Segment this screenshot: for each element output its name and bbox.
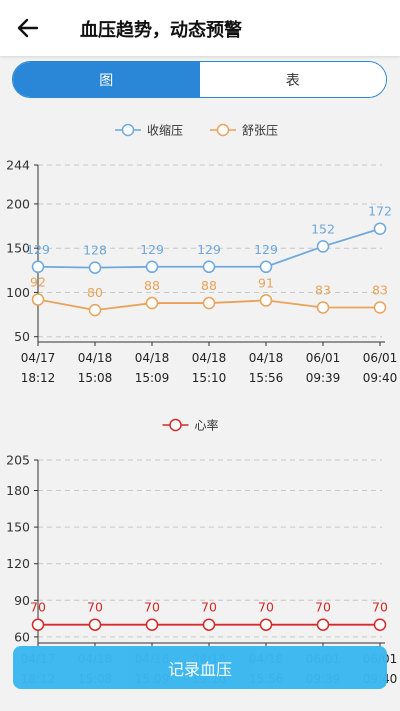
data-label: 83 [372, 282, 388, 297]
data-label: 129 [254, 242, 278, 257]
data-label: 88 [201, 278, 217, 293]
blood-pressure-chart: 收缩压 舒张压 50 100 150 200 244 04/17 18:12 04/18 15:08… [6, 123, 398, 386]
data-point [373, 222, 387, 235]
back-button[interactable] [10, 10, 46, 46]
x-tick-date: 06/01 [363, 351, 398, 365]
x-tick-time: 18:12 [21, 371, 56, 385]
legend-marker [121, 123, 135, 137]
data-point [373, 301, 387, 314]
legend-label: 收缩压 [147, 123, 183, 138]
data-point [88, 618, 102, 631]
tab-chart[interactable]: 图 [13, 62, 200, 97]
data-point [316, 240, 330, 253]
data-point [31, 293, 45, 306]
record-blood-pressure-button[interactable]: 记录血压 [13, 646, 387, 689]
y-tick-label: 150 [6, 241, 30, 256]
x-tick-time: 09:40 [363, 371, 398, 385]
x-tick-date: 04/17 [21, 351, 56, 365]
data-point [145, 296, 159, 310]
data-label: 83 [315, 282, 331, 297]
data-label: 70 [87, 600, 103, 615]
data-point [88, 303, 102, 317]
data-label: 80 [87, 285, 103, 300]
x-tick-time: 15:10 [192, 371, 227, 385]
data-label: 129 [140, 242, 164, 257]
data-label: 128 [83, 243, 107, 258]
data-label: 92 [30, 275, 46, 290]
data-point [373, 618, 387, 631]
data-point [259, 260, 273, 274]
y-tick-label: 50 [14, 329, 30, 344]
x-tick-time: 09:39 [306, 371, 341, 385]
data-label: 91 [258, 275, 274, 290]
data-label: 129 [197, 242, 221, 257]
data-point [31, 618, 45, 631]
x-tick-time: 15:09 [135, 371, 170, 385]
y-tick-label: 120 [6, 556, 30, 571]
app-bar: 血压趋势，动态预警 [0, 0, 400, 56]
y-tick-label: 200 [6, 196, 30, 211]
page-title: 血压趋势，动态预警 [80, 20, 242, 41]
x-tick-date: 04/18 [135, 351, 170, 365]
data-point [202, 260, 216, 274]
data-label: 70 [30, 600, 46, 615]
legend-label: 心率 [195, 418, 219, 433]
data-point [31, 260, 45, 274]
data-point [259, 618, 273, 631]
data-point [145, 618, 159, 631]
x-tick-date: 04/18 [192, 351, 227, 365]
data-point [316, 301, 330, 314]
x-tick-date: 04/18 [249, 351, 284, 365]
y-tick-label: 180 [6, 483, 30, 498]
data-label: 70 [258, 600, 274, 615]
y-tick-label: 90 [14, 593, 30, 608]
legend-label: 舒张压 [242, 124, 278, 138]
data-label: 70 [144, 600, 160, 615]
y-tick-label: 100 [6, 285, 30, 300]
data-label: 172 [368, 204, 392, 219]
data-label: 70 [315, 600, 331, 615]
tab-table[interactable]: 表 [199, 62, 386, 97]
legend-marker [216, 123, 230, 137]
data-label: 70 [372, 600, 388, 615]
data-label: 88 [144, 278, 160, 293]
data-label: 70 [201, 600, 217, 615]
y-tick-label: 60 [14, 629, 30, 644]
data-point [259, 294, 273, 307]
y-tick-label: 244 [6, 158, 30, 173]
data-point [145, 260, 159, 274]
data-point [202, 296, 216, 310]
x-tick-date: 04/18 [78, 351, 113, 365]
x-tick-date: 06/01 [306, 351, 341, 365]
data-label: 152 [311, 221, 335, 236]
arrow-left-icon [17, 18, 39, 38]
data-point [202, 618, 216, 631]
data-point [316, 618, 330, 631]
view-toggle: 图 表 [12, 61, 387, 98]
y-tick-label: 150 [6, 520, 30, 535]
legend-marker [169, 418, 182, 432]
x-tick-time: 15:56 [249, 371, 284, 385]
data-label: 129 [26, 242, 50, 257]
x-tick-time: 15:08 [78, 371, 113, 385]
y-tick-label: 205 [6, 453, 30, 468]
data-point [88, 261, 102, 274]
